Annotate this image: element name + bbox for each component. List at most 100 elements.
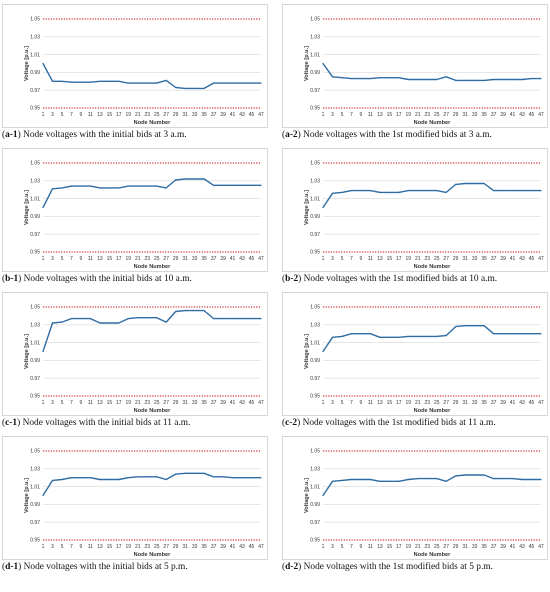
x-tick-label: 37 xyxy=(211,112,217,118)
node-voltage-point xyxy=(388,77,390,79)
node-voltage-point xyxy=(464,79,466,82)
x-tick-label: 33 xyxy=(192,112,198,118)
y-tick-label: 0.95 xyxy=(30,106,40,112)
node-voltage-point xyxy=(194,309,196,312)
x-tick-label: 33 xyxy=(472,544,478,550)
x-tick-label: 33 xyxy=(192,256,198,262)
y-tick-label: 0.95 xyxy=(30,394,40,400)
node-voltage-point xyxy=(540,333,542,335)
x-tick-label: 17 xyxy=(116,544,122,550)
node-voltage-point xyxy=(331,76,334,78)
x-tick-label: 45 xyxy=(249,256,255,262)
node-voltage-point xyxy=(493,333,495,335)
voltage-line-chart: 0.950.970.991.011.031.051 3 5 7 9 11 13 15 17 19 2… xyxy=(24,161,264,270)
x-tick-label: 13 xyxy=(97,112,103,118)
node-voltage-point xyxy=(474,325,476,327)
caption-label: a-1 xyxy=(5,130,18,140)
node-voltage-point xyxy=(331,192,334,194)
node-voltage-point xyxy=(407,189,409,192)
node-voltage-point xyxy=(175,310,177,313)
y-tick-label: 1.01 xyxy=(310,52,320,58)
y-tick-label: 0.95 xyxy=(310,394,320,400)
y-axis-label: Voltage [p.u.] xyxy=(304,46,310,81)
x-tick-label: 31 xyxy=(182,544,188,550)
y-tick-label: 0.99 xyxy=(30,358,40,364)
node-voltage-point xyxy=(127,477,129,479)
x-tick-label: 37 xyxy=(211,544,217,550)
x-tick-label: 39 xyxy=(500,400,506,406)
y-tick-label: 0.99 xyxy=(30,502,40,508)
caption-label: c-1 xyxy=(5,418,18,428)
x-tick-label: 31 xyxy=(462,544,468,550)
x-tick-label: 35 xyxy=(201,112,207,118)
caption-label: b-1 xyxy=(5,274,19,284)
node-voltage-point xyxy=(70,81,73,83)
x-tick-label: 9 xyxy=(360,256,363,262)
figure-caption: (a-2) Node voltages with the 1st modifie… xyxy=(282,130,492,140)
x-tick-label: 27 xyxy=(443,400,449,406)
x-tick-label: 41 xyxy=(510,256,516,262)
y-tick-label: 1.01 xyxy=(30,484,40,490)
x-tick-label: 13 xyxy=(377,112,383,118)
x-tick-label: 17 xyxy=(396,544,402,550)
x-tick-label: 29 xyxy=(173,544,179,550)
x-tick-label: 15 xyxy=(107,112,113,118)
x-tick-label: 29 xyxy=(453,112,459,118)
node-voltage-point xyxy=(350,478,353,481)
x-tick-label: 5 xyxy=(341,400,344,406)
x-tick-label: 23 xyxy=(424,544,430,550)
node-voltage-point xyxy=(231,477,234,479)
node-voltage-point xyxy=(521,78,523,81)
node-voltage-point xyxy=(203,87,205,90)
y-tick-label: 0.97 xyxy=(30,376,40,382)
node-voltage-point xyxy=(322,206,324,209)
x-tick-label: 35 xyxy=(481,256,487,262)
y-tick-label: 0.95 xyxy=(310,538,320,544)
x-tick-label: 27 xyxy=(163,400,169,406)
y-tick-label: 1.05 xyxy=(30,161,40,167)
x-axis-label: Node Number xyxy=(414,552,451,558)
x-tick-label: 1 xyxy=(42,112,45,118)
x-tick-label: 23 xyxy=(144,400,150,406)
y-tick-label: 0.95 xyxy=(310,106,320,112)
y-tick-label: 1.01 xyxy=(30,196,40,202)
node-voltage-point xyxy=(51,479,54,481)
x-tick-label: 45 xyxy=(529,112,535,118)
y-tick-label: 0.97 xyxy=(310,232,320,238)
x-tick-label: 9 xyxy=(360,400,363,406)
node-voltage-point xyxy=(493,78,495,81)
figure-caption: (b-1) Node voltages with the initial bid… xyxy=(2,274,192,284)
node-voltage-point xyxy=(108,322,110,324)
x-tick-label: 15 xyxy=(387,544,393,550)
node-voltage-point xyxy=(231,82,234,84)
node-voltage-point xyxy=(51,80,54,82)
node-voltage-point xyxy=(474,79,476,82)
y-tick-label: 0.99 xyxy=(310,214,320,220)
node-voltage-point xyxy=(222,317,224,320)
node-voltage-point xyxy=(89,185,91,187)
node-voltage-point xyxy=(530,478,533,481)
voltage-series-line xyxy=(322,182,541,208)
chart-frame: 0.95 0.97 0.99 1.01 1.03 1.05 1 3 5 7 9 11 13 15 17 19 2… xyxy=(282,436,548,560)
x-tick-label: 3 xyxy=(331,256,334,262)
node-voltage-point xyxy=(108,80,110,82)
x-tick-label: 37 xyxy=(491,544,497,550)
y-tick-label: 0.97 xyxy=(30,520,40,526)
voltage-series-line xyxy=(322,325,541,352)
node-voltage-point xyxy=(464,325,466,327)
x-tick-label: 31 xyxy=(182,112,188,118)
y-tick-label: 1.01 xyxy=(310,484,320,490)
node-voltage-point xyxy=(483,182,485,185)
caption-text: Node voltages with the 1st modified bids… xyxy=(303,274,498,284)
x-tick-label: 41 xyxy=(230,400,236,406)
node-voltage-point xyxy=(388,480,390,482)
x-tick-label: 31 xyxy=(462,400,468,406)
x-tick-label: 1 xyxy=(42,256,45,262)
x-tick-label: 17 xyxy=(116,112,122,118)
node-voltage-point xyxy=(42,350,44,353)
x-tick-label: 11 xyxy=(88,544,93,550)
node-voltage-point xyxy=(426,335,428,337)
x-tick-label: 13 xyxy=(377,256,383,262)
node-voltage-point xyxy=(369,189,371,192)
node-voltage-point xyxy=(360,189,362,192)
